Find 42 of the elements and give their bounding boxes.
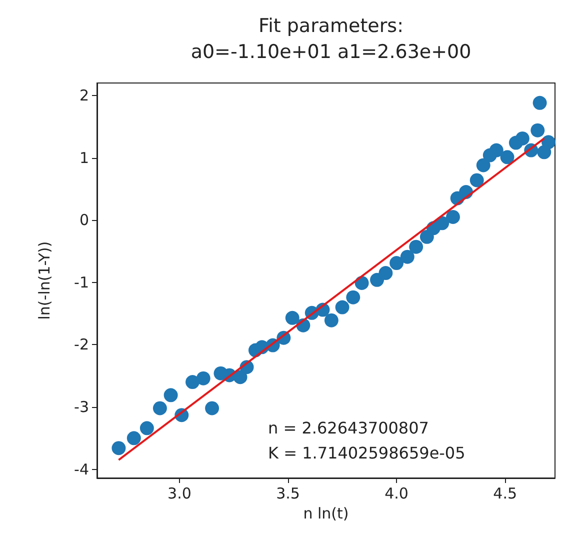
point — [390, 256, 404, 270]
point — [470, 173, 484, 188]
point — [112, 441, 126, 456]
y-tick-label: 2 — [79, 86, 89, 104]
point — [186, 375, 200, 390]
chart-title: Fit parameters: a0=-1.10e+01 a1=2.63e+00 — [190, 15, 472, 63]
point — [489, 143, 504, 158]
y-tick-label: -2 — [74, 336, 89, 354]
y-axis-title: ln(-ln(1-Y)) — [36, 241, 54, 320]
y-tick-label: 1 — [79, 148, 89, 167]
point — [335, 300, 350, 314]
annotation: n = 2.62643700807 — [268, 418, 429, 438]
point — [140, 421, 154, 436]
point — [515, 131, 530, 146]
point — [205, 401, 220, 416]
point — [233, 370, 248, 384]
point — [196, 371, 210, 386]
y-tick-label: -3 — [74, 398, 89, 416]
point — [409, 240, 424, 254]
annotation: K = 1.71402598659e-05 — [268, 444, 466, 462]
point — [152, 401, 167, 416]
x-tick-label: 3.0 — [168, 484, 192, 502]
y-tick-label: -1 — [74, 273, 89, 292]
x-tick-label: 4.0 — [384, 484, 408, 502]
point — [346, 290, 360, 304]
y-tick-label: 0 — [79, 211, 89, 230]
y-tick-label: -4 — [74, 460, 89, 478]
point — [324, 313, 338, 328]
point — [542, 135, 556, 150]
point — [378, 266, 393, 280]
point — [446, 210, 460, 224]
x-axis-title: n ln(t) — [303, 504, 349, 522]
point — [530, 123, 545, 138]
x-tick-label: 3.5 — [276, 484, 300, 502]
point — [164, 388, 178, 402]
point — [476, 158, 490, 172]
x-tick-label: 4.5 — [493, 484, 518, 502]
point — [532, 96, 547, 110]
point — [400, 250, 414, 264]
point — [126, 431, 141, 446]
point — [500, 150, 514, 164]
point — [285, 310, 300, 325]
